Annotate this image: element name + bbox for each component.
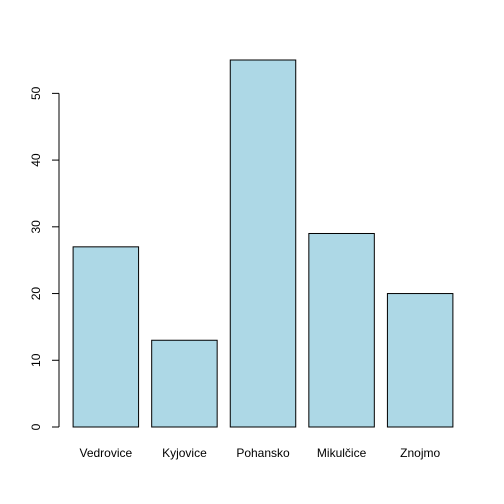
x-tick-label: Mikulčice [317, 446, 367, 460]
y-tick-label: 20 [29, 287, 43, 301]
y-tick-label: 10 [29, 353, 43, 367]
x-tick-label: Pohansko [236, 446, 290, 460]
bar-znojmo [386, 293, 454, 428]
y-tick-label: 40 [29, 153, 43, 167]
bar-vedrovice [72, 246, 140, 428]
bar-kyjovice [151, 339, 218, 428]
bars-layer [72, 59, 454, 428]
bar-mikul-ice [308, 232, 375, 428]
y-tick-label: 30 [29, 220, 43, 234]
x-axis-labels: Vedrovice Kyjovice Pohansko Mikulčice Znojmo [79, 446, 440, 460]
x-tick-label: Kyjovice [162, 446, 207, 460]
x-tick-label: Vedrovice [79, 446, 132, 460]
x-tick-label: Znojmo [400, 446, 440, 460]
bar-pohansko [229, 59, 297, 428]
y-tick-label: 0 [29, 423, 43, 430]
y-tick-label: 50 [29, 86, 43, 100]
y-axis: 0 10 20 30 40 50 [29, 86, 60, 430]
